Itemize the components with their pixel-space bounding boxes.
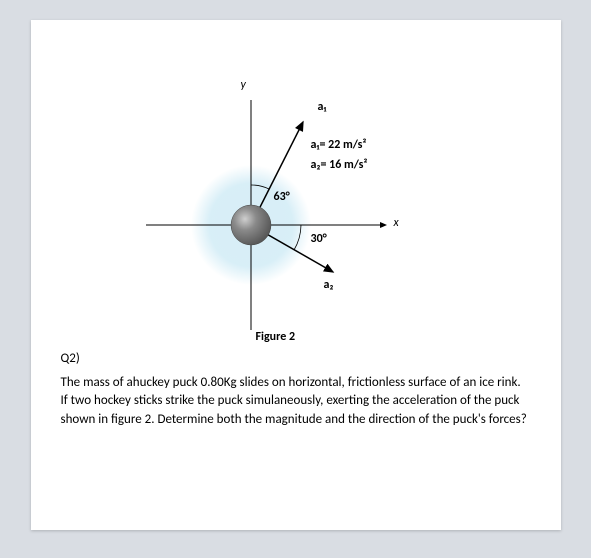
question-number: Q2) (61, 350, 531, 368)
question-text: The mass of ahuckey puck 0.80Kg slides o… (61, 375, 527, 426)
a1-value: a₁= 22 m/s² (311, 138, 367, 152)
angle-30-label: 30° (311, 232, 327, 246)
vector-a2-label: a₂ (324, 278, 334, 292)
angle-63-label: 63° (274, 190, 290, 204)
x-axis-label: x (394, 216, 399, 230)
vector-a1-label: a₁ (318, 100, 327, 114)
figure-caption: Figure 2 (256, 330, 296, 344)
question-block: Q2) The mass of ahuckey puck 0.80Kg slid… (61, 350, 531, 429)
y-axis-label: y (241, 78, 246, 92)
figure-svg (146, 50, 446, 330)
document-page: y x a₁ a₂ a₁= 22 m/s² a₂= 16 m/s² 63° 30… (31, 20, 561, 530)
a2-value: a₂= 16 m/s² (311, 158, 368, 172)
figure-2: y x a₁ a₂ a₁= 22 m/s² a₂= 16 m/s² 63° 30… (146, 50, 446, 330)
puck (231, 205, 271, 245)
